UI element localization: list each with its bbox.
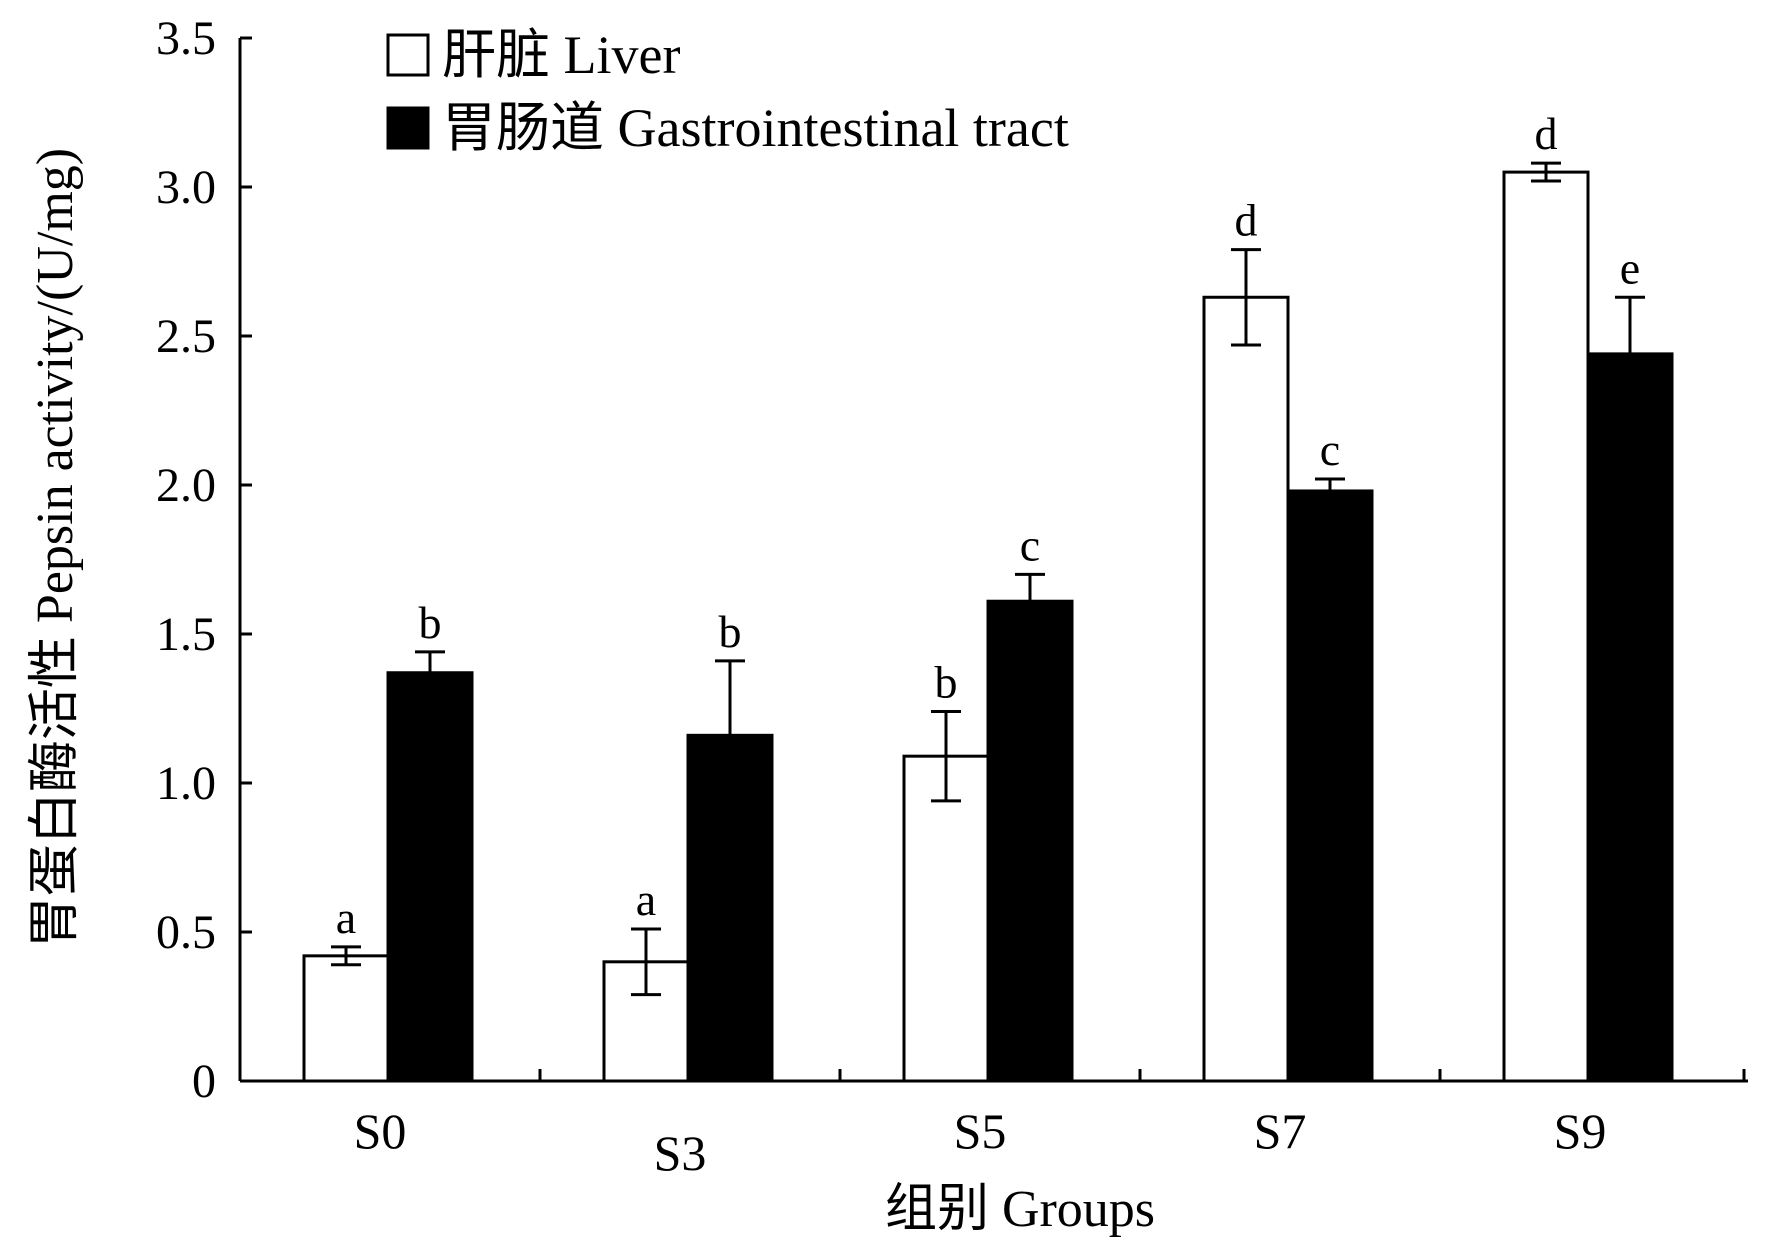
y-tick-label: 0 [192, 1055, 216, 1108]
significance-letter: d [1535, 108, 1558, 159]
y-tick-label: 2.5 [156, 310, 216, 363]
x-axis-title: 组别 Groups [885, 1181, 1155, 1238]
y-tick-label: 3.5 [156, 12, 216, 65]
y-axis-title: 胃蛋白酶活性 Pepsin activity/(U/mg) [27, 148, 84, 948]
bar-gastrointestinal [1286, 489, 1374, 1083]
bar-liver [1202, 295, 1290, 1083]
significance-letter: c [1320, 424, 1340, 475]
x-category-label: S9 [1554, 1103, 1607, 1159]
y-tick-label: 1.5 [156, 608, 216, 661]
bars-layer [302, 170, 1674, 1083]
bar-gastrointestinal [986, 599, 1074, 1083]
bar-liver [302, 954, 390, 1083]
significance-letter: b [935, 656, 958, 707]
legend-label-liver: 肝脏 Liver [442, 25, 680, 85]
significance-letter: c [1020, 519, 1040, 570]
x-category-label: S7 [1254, 1103, 1307, 1159]
x-category-label: S5 [954, 1103, 1007, 1159]
legend-swatch-gastrointestinal [386, 106, 430, 150]
bar-gastrointestinal [386, 671, 474, 1083]
legend-label-gastrointestinal: 胃肠道 Gastrointestinal tract [442, 98, 1069, 158]
y-tick-label: 2.0 [156, 459, 216, 512]
significance-letter: b [719, 606, 742, 657]
significance-letter: d [1235, 195, 1258, 246]
x-category-label: S3 [654, 1125, 707, 1181]
significance-letter: e [1620, 242, 1640, 293]
legend: 肝脏 Liver 胃肠道 Gastrointestinal tract [386, 25, 1069, 158]
bar-gastrointestinal [1586, 352, 1674, 1083]
significance-letter: a [336, 892, 356, 943]
error-bars-layer [331, 161, 1645, 997]
bar-liver [1502, 170, 1590, 1083]
significance-letter: a [636, 874, 656, 925]
bar-liver [902, 754, 990, 1083]
significance-labels-layer: a a b d d b b c c e [336, 108, 1640, 943]
y-tick-label: 0.5 [156, 906, 216, 959]
y-tick-label: 1.0 [156, 757, 216, 810]
legend-swatch-liver [386, 33, 430, 77]
significance-letter: b [419, 597, 442, 648]
y-tick-label: 3.0 [156, 161, 216, 214]
axes-layer: 0 0.5 1.0 1.5 2.0 2.5 3.0 3.5 S0 S3 S5 S7 S9 [156, 12, 1748, 1181]
x-category-label: S0 [354, 1103, 407, 1159]
